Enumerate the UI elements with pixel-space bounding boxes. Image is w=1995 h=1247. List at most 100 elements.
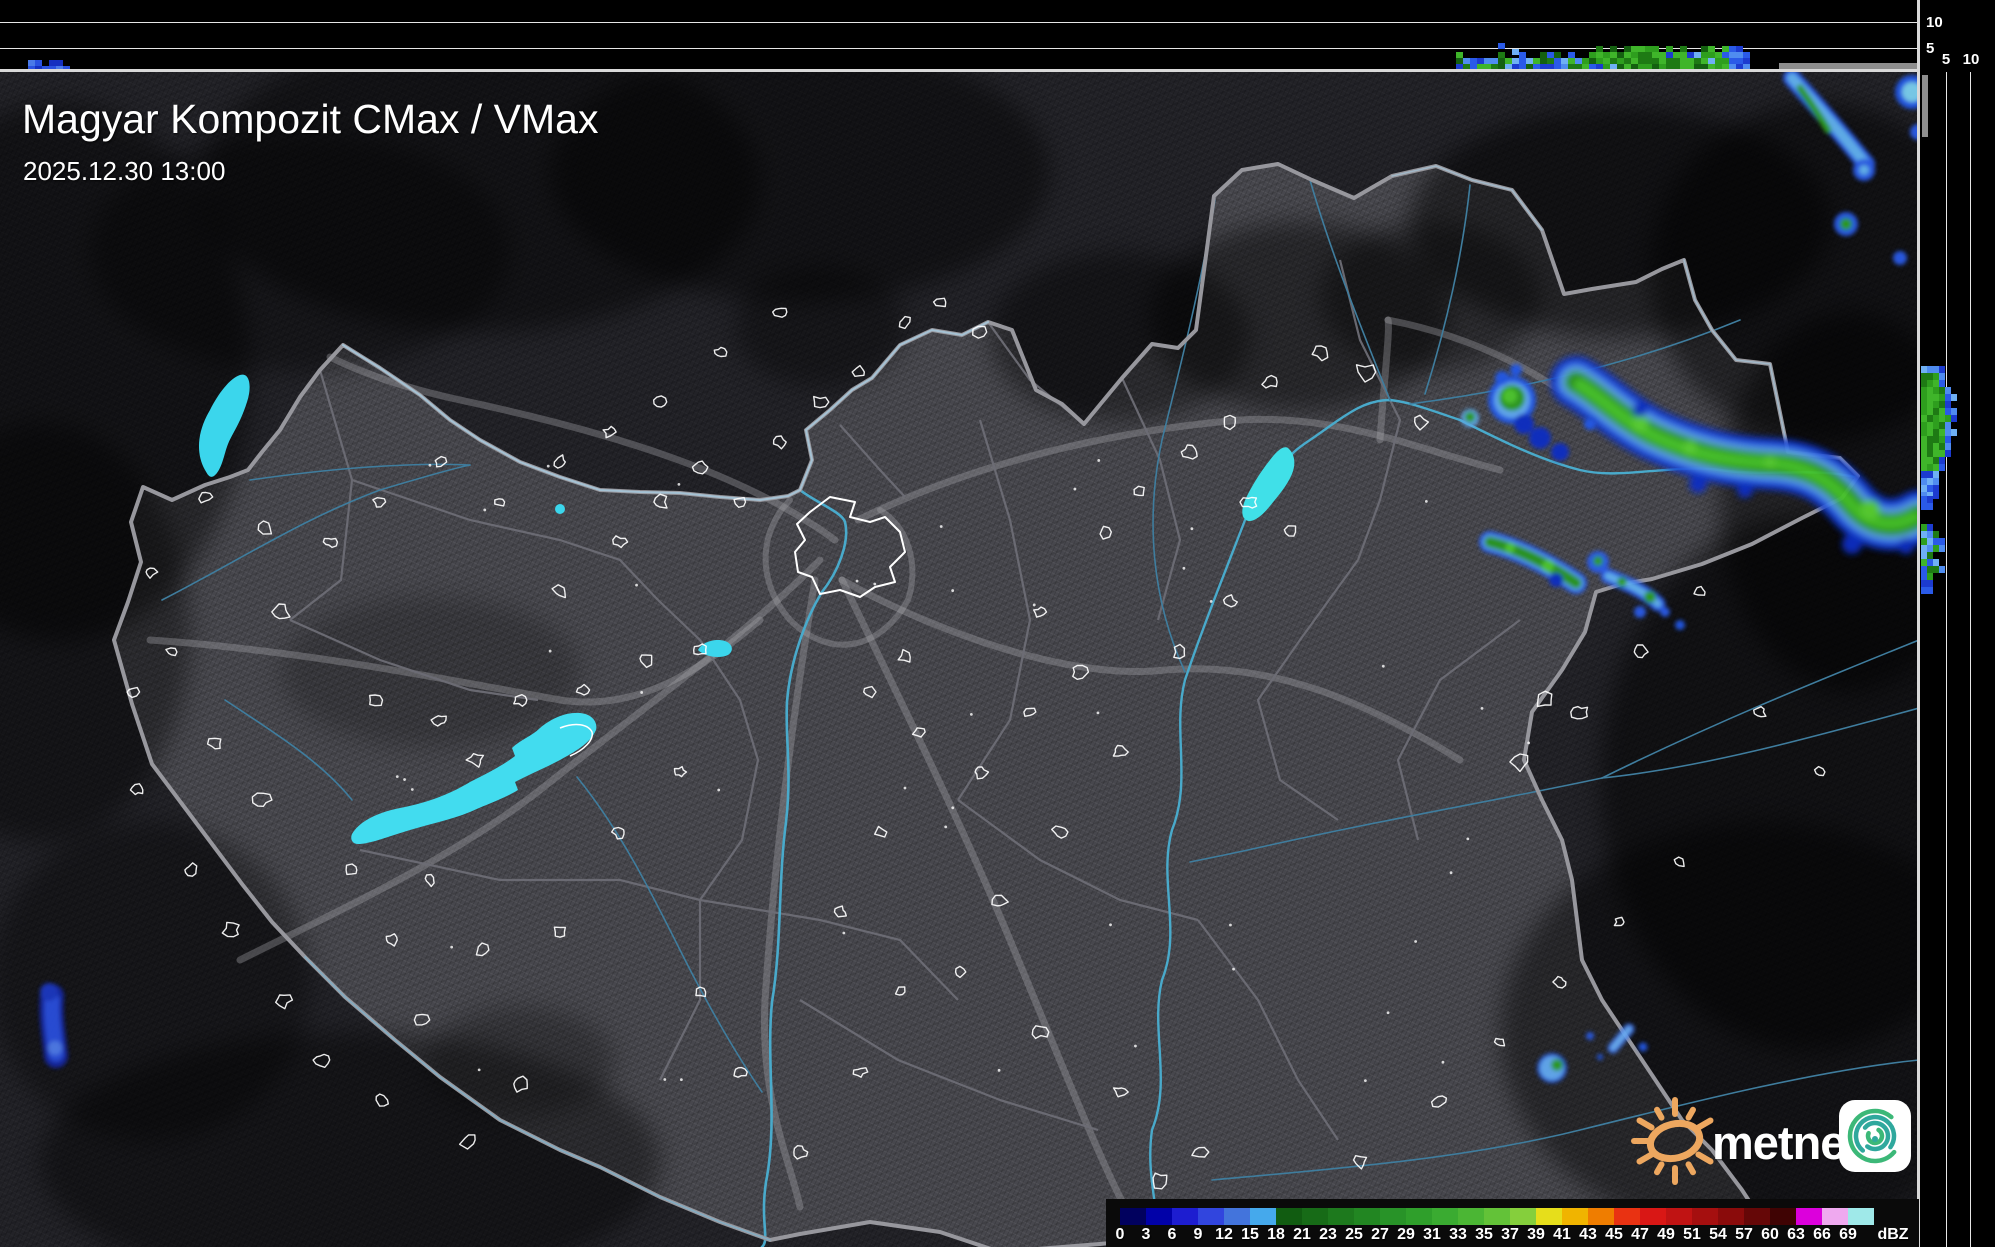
settlement-outline (372, 497, 387, 508)
village-dot (903, 786, 907, 790)
echo-pixel (1568, 52, 1575, 58)
echo-pixel (1927, 524, 1933, 531)
echo-pixel (1939, 387, 1945, 394)
echo-pixel (1927, 559, 1933, 566)
settlement-outline (251, 792, 273, 807)
logo-wordmark: metnet (1712, 1116, 1861, 1169)
echo-pixel (1921, 422, 1927, 429)
village-dot (1182, 566, 1186, 570)
echo-pixel (1659, 52, 1666, 58)
echo-pixel (1484, 58, 1491, 64)
village-dot (1449, 871, 1453, 875)
village-dot (395, 775, 399, 778)
echo-pixel (56, 60, 63, 66)
settlement-outline (1152, 1172, 1168, 1190)
echo-pixel (1638, 64, 1645, 70)
echo-pixel (1617, 52, 1624, 58)
settlement-outline (1112, 1087, 1129, 1098)
echo-pixel (1939, 429, 1945, 436)
echo-pixel (1927, 394, 1933, 401)
echo-pixel (1921, 573, 1927, 580)
echo-pixel (1921, 485, 1927, 492)
echo-pixel (49, 60, 56, 66)
village-dot (546, 464, 550, 468)
echo-pixel (1687, 64, 1694, 70)
legend-tick-label: 6 (1167, 1226, 1177, 1243)
echo-pixel (1568, 58, 1575, 64)
legend-tick-label: 12 (1215, 1226, 1233, 1243)
echo-pixel (1540, 52, 1547, 58)
echo-pixel (1589, 58, 1596, 64)
echo-pixel (1921, 436, 1927, 443)
settlement-outline (1613, 916, 1625, 927)
echo-pixel (1575, 64, 1582, 70)
right-panel-gridline-10km (1970, 72, 1971, 1247)
echo-pixel (1927, 538, 1933, 545)
echo-pixel (1945, 387, 1951, 394)
echo-pixel (1456, 52, 1463, 58)
village-dot (1209, 600, 1213, 603)
radar-echoes (39, 72, 1919, 1083)
echo-pixel (1921, 366, 1927, 373)
settlement-outline (813, 395, 830, 409)
legend-cell (1744, 1208, 1770, 1225)
legend-cell (1276, 1208, 1302, 1225)
village-dot (1424, 499, 1428, 503)
village-dot (635, 583, 638, 587)
echo-pixel (1666, 52, 1673, 58)
village-dot (1073, 487, 1077, 491)
echo-pixel (1610, 64, 1617, 70)
settlement-outline (1509, 753, 1529, 773)
legend-cell (1406, 1208, 1432, 1225)
settlement-outline (1493, 1037, 1506, 1047)
settlement-outline (693, 643, 707, 656)
village-dot (997, 1068, 1001, 1072)
echo-pixel (1729, 46, 1736, 52)
echo-pixel (1645, 46, 1652, 52)
settlement-outline (894, 986, 906, 996)
settlement-outline (369, 694, 384, 707)
echo-pixel (1939, 373, 1945, 380)
echo-pixel (1945, 450, 1951, 457)
legend-tick-label: 49 (1657, 1226, 1675, 1243)
settlement-outline (198, 491, 214, 504)
echo-pixel (1645, 52, 1652, 58)
echo-pixel (1933, 457, 1939, 464)
settlement-outline (897, 648, 911, 663)
echo-pixel (1927, 436, 1933, 443)
echo-pixel (1945, 408, 1951, 415)
echo-pixel (1736, 58, 1743, 64)
echo-pixel (1927, 471, 1933, 478)
legend-cell (1588, 1208, 1614, 1225)
legend-tick-label: 41 (1553, 1226, 1571, 1243)
settlement-outline (653, 395, 668, 408)
echo-pixel (1945, 429, 1951, 436)
legend-cell (1198, 1208, 1224, 1225)
echo-pixel (1933, 478, 1939, 485)
echo-pixel (1533, 58, 1540, 64)
legend-cell (1666, 1208, 1692, 1225)
echo-pixel (1505, 58, 1512, 64)
echo-pixel (1540, 64, 1547, 70)
settlement-outline (1050, 825, 1069, 839)
echo-pixel (1673, 64, 1680, 70)
metnet-logo: metnet (1630, 1094, 1930, 1189)
settlement-outline (1191, 1146, 1210, 1158)
echo-pixel (1603, 52, 1610, 58)
echo-pixel (1743, 52, 1750, 58)
legend-tick-label: 63 (1787, 1226, 1805, 1243)
echo-pixel (1547, 58, 1554, 64)
echo-pixel (1652, 52, 1659, 58)
settlement-outline (322, 537, 339, 549)
echo-pixel (1939, 401, 1945, 408)
echo-pixel (1933, 559, 1939, 566)
echo-pixel (35, 66, 42, 71)
legend-tick-label: 47 (1631, 1226, 1649, 1243)
settlement-outline (1180, 444, 1198, 460)
echo-pixel (1921, 373, 1927, 380)
echo-pixel (1659, 58, 1666, 64)
echo-pixel (1933, 366, 1939, 373)
echo-pixel (1708, 64, 1715, 70)
timestamp: 2025.12.30 13:00 (23, 156, 226, 186)
metnet-app-icon (1839, 1100, 1911, 1172)
